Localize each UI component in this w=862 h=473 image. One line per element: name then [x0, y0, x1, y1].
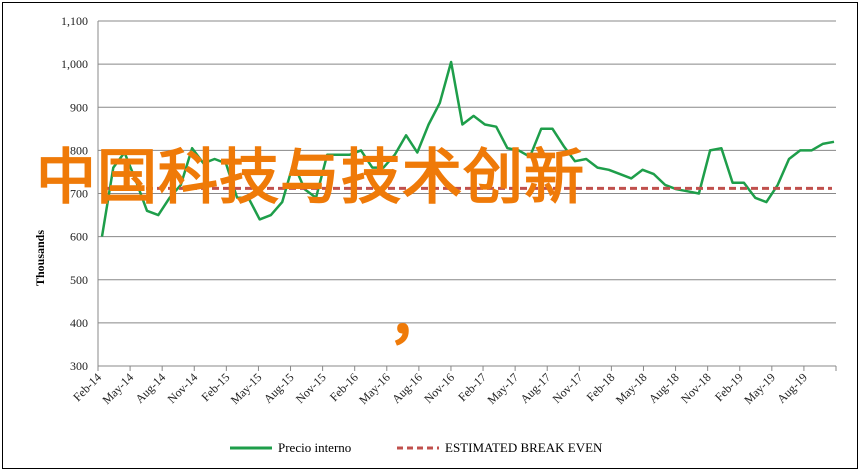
x-axis-ticks: Feb-14May-14Aug-14Nov-14Feb-15May-15Aug-… [70, 366, 837, 407]
legend-label-precio: Precio interno [278, 440, 351, 455]
y-axis-ticks: 300 400 500 600 700 800 900 1,000 1,100 [61, 14, 88, 373]
x-tick-label: May-18 [613, 370, 650, 407]
overlay-title: 中国科技与技术创新 [36, 143, 585, 213]
x-tick-label: Nov-16 [421, 370, 457, 406]
x-tick-label: Aug-15 [261, 370, 297, 406]
y-tick-label: 300 [70, 359, 88, 373]
y-tick-label: 900 [70, 100, 88, 114]
y-tick-label: 700 [70, 187, 88, 201]
x-tick-label: Aug-14 [132, 370, 168, 406]
x-tick-label: Feb-16 [327, 370, 361, 404]
y-tick-label: 400 [70, 316, 88, 330]
x-tick-label: Feb-18 [584, 370, 618, 404]
legend-label-break-even: ESTIMATED BREAK EVEN [445, 440, 603, 455]
legend: Precio interno ESTIMATED BREAK EVEN [230, 440, 603, 455]
x-tick-label: Aug-17 [518, 370, 554, 406]
plot-area [100, 60, 835, 237]
x-tick-label: Feb-14 [70, 370, 104, 404]
x-tick-label: May-17 [484, 370, 521, 407]
x-tick-label: May-14 [99, 370, 136, 407]
y-tick-label: 1,100 [61, 14, 88, 28]
y-tick-label: 800 [70, 143, 88, 157]
x-tick-label: Aug-16 [389, 370, 425, 406]
x-tick-label: Nov-15 [293, 370, 329, 406]
x-tick-label: Nov-14 [165, 370, 201, 406]
x-tick-label: Nov-17 [550, 370, 586, 406]
x-tick-label: May-19 [741, 370, 778, 407]
x-tick-label: Feb-15 [199, 370, 233, 404]
x-tick-label: May-15 [228, 370, 265, 407]
y-axis-title: Thousands [33, 230, 47, 286]
x-tick-label: Feb-19 [712, 370, 746, 404]
series-line-precio-interno [100, 60, 835, 237]
y-tick-label: 1,000 [61, 57, 88, 71]
y-tick-label: 600 [70, 230, 88, 244]
x-tick-label: Nov-18 [678, 370, 714, 406]
overlay-comma: ， [388, 283, 448, 353]
x-tick-label: Feb-17 [455, 370, 489, 404]
x-tick-label: May-16 [356, 370, 393, 407]
y-tick-label: 500 [70, 273, 88, 287]
x-tick-label: Aug-18 [646, 370, 682, 406]
x-tick-label: Aug-19 [774, 370, 810, 406]
